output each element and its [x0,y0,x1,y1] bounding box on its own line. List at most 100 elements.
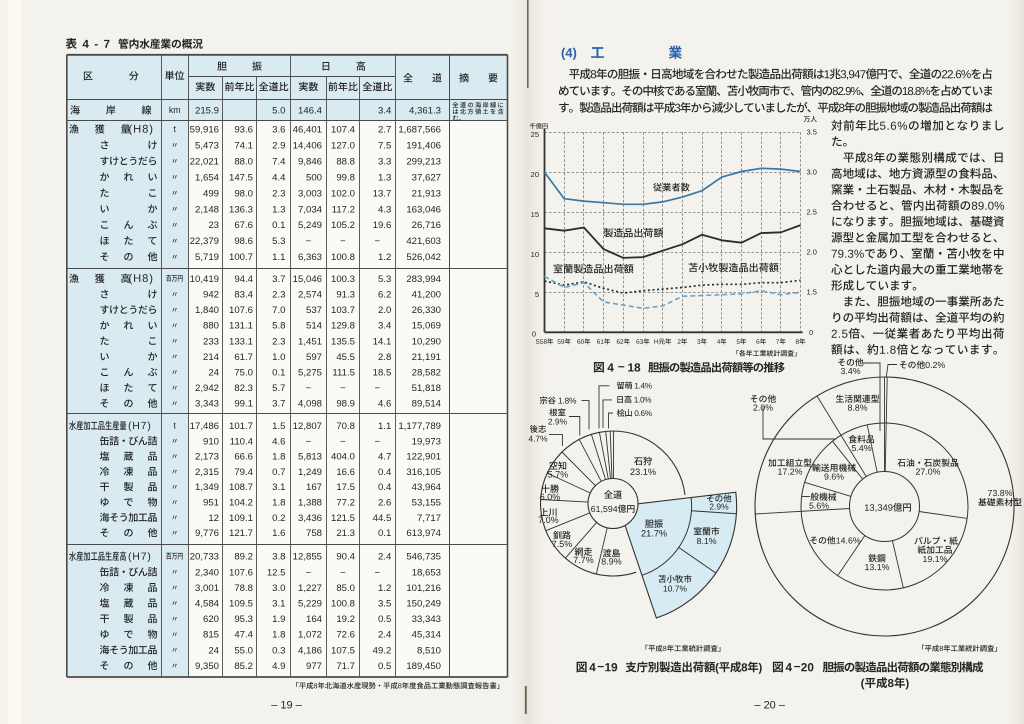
svg-text:1.8: 1.8 [272,452,285,463]
svg-text:4.9: 4.9 [272,661,285,672]
svg-text:5: 5 [535,290,539,299]
svg-text:1.6: 1.6 [272,528,285,539]
svg-text:59,916: 59,916 [190,125,219,136]
svg-text:1.5: 1.5 [807,288,817,297]
svg-text:1,388: 1,388 [298,498,322,509]
svg-text:t: t [173,421,176,431]
svg-text:2,574: 2,574 [298,290,323,301]
svg-text:100.3: 100.3 [331,274,355,285]
svg-text:758: 758 [306,528,322,539]
svg-text:21,913: 21,913 [412,188,441,199]
svg-text:100.7: 100.7 [229,252,253,263]
svg-text:147.5: 147.5 [229,172,253,183]
svg-text:0.2: 0.2 [272,513,285,524]
svg-text:105.2: 105.2 [331,220,355,231]
svg-text:1,687,566: 1,687,566 [398,125,441,136]
svg-text:150,249: 150,249 [406,599,441,610]
svg-text:107.6: 107.6 [229,305,253,316]
svg-text:1.1: 1.1 [272,252,285,263]
svg-text:5.3: 5.3 [378,274,391,285]
svg-text:77.2: 77.2 [336,498,355,509]
svg-text:107.6: 107.6 [229,567,253,578]
svg-text:98.0: 98.0 [234,188,253,199]
svg-text:121.7: 121.7 [229,528,253,539]
svg-text:2.6: 2.6 [378,498,391,509]
svg-text:3.8: 3.8 [272,552,285,563]
svg-text:3.3: 3.3 [378,156,391,167]
svg-text:0.4: 0.4 [378,467,392,478]
svg-text:910: 910 [203,436,219,447]
svg-text:94.4: 94.4 [234,274,253,285]
svg-text:316,105: 316,105 [406,467,441,478]
svg-text:2.0: 2.0 [378,305,391,316]
svg-text:283,994: 283,994 [406,274,441,285]
svg-text:2,173: 2,173 [195,452,219,463]
svg-text:98.9: 98.9 [336,399,355,410]
svg-text:163,046: 163,046 [406,204,441,215]
svg-text:4.4: 4.4 [272,172,286,183]
svg-text:2.7: 2.7 [378,125,391,136]
svg-text:5,719: 5,719 [195,252,219,263]
svg-text:23: 23 [208,220,219,231]
svg-text:5.3: 5.3 [272,236,285,247]
svg-text:85.0: 85.0 [336,583,355,594]
svg-text:−: − [374,436,380,447]
svg-text:100.8: 100.8 [331,252,355,263]
svg-text:4,361.3: 4,361.3 [409,106,441,117]
svg-text:0.5: 0.5 [378,614,391,625]
svg-text:499: 499 [203,188,219,199]
svg-text:3.4: 3.4 [378,106,392,117]
svg-text:−: − [340,567,346,578]
svg-text:122,901: 122,901 [406,452,441,463]
svg-text:53,155: 53,155 [412,498,441,509]
svg-text:95.3: 95.3 [234,614,253,625]
svg-text:19.2: 19.2 [336,614,355,625]
svg-text:45,314: 45,314 [412,630,442,641]
svg-text:3.5: 3.5 [378,599,391,610]
svg-text:79.4: 79.4 [234,467,253,478]
svg-text:133.1: 133.1 [229,336,253,347]
svg-text:85.2: 85.2 [234,661,253,672]
svg-text:0.3: 0.3 [272,645,285,656]
svg-text:17,486: 17,486 [190,421,219,432]
svg-text:4,186: 4,186 [298,645,322,656]
svg-text:1,177,789: 1,177,789 [398,421,441,432]
svg-text:2.4: 2.4 [378,630,392,641]
svg-text:−: − [374,236,380,247]
svg-text:421,603: 421,603 [406,236,441,247]
svg-text:0: 0 [809,328,813,337]
svg-text:t: t [173,124,176,134]
svg-text:78.8: 78.8 [234,583,253,594]
svg-text:526,042: 526,042 [406,252,441,263]
svg-text:3.4: 3.4 [378,321,392,332]
svg-text:−: − [306,236,312,247]
svg-text:191,406: 191,406 [406,140,441,151]
svg-text:5,473: 5,473 [195,140,219,151]
svg-text:514: 514 [306,321,323,332]
svg-text:7,717: 7,717 [417,513,441,524]
svg-text:18,653: 18,653 [412,567,441,578]
svg-text:12.5: 12.5 [267,567,286,578]
svg-text:19,973: 19,973 [412,436,441,447]
svg-text:24: 24 [208,368,219,379]
svg-text:13.7: 13.7 [373,188,392,199]
svg-text:3.5: 3.5 [807,128,817,137]
svg-text:2.3: 2.3 [272,290,285,301]
svg-text:−: − [374,383,380,394]
svg-text:90.4: 90.4 [336,552,355,563]
svg-text:99.1: 99.1 [234,399,253,410]
svg-text:1.1: 1.1 [378,421,391,432]
svg-text:10: 10 [531,250,539,259]
svg-text:2.8: 2.8 [378,352,391,363]
svg-text:620: 620 [203,614,219,625]
svg-text:2.3: 2.3 [272,188,285,199]
svg-text:28,582: 28,582 [412,368,441,379]
svg-text:0.7: 0.7 [272,467,285,478]
svg-text:49.2: 49.2 [373,645,392,656]
svg-text:89,514: 89,514 [412,399,442,410]
svg-text:0.1: 0.1 [272,220,285,231]
svg-text:1.0: 1.0 [272,352,285,363]
svg-text:91.3: 91.3 [336,290,355,301]
svg-text:111.5: 111.5 [332,368,355,379]
svg-text:22,379: 22,379 [190,236,219,247]
